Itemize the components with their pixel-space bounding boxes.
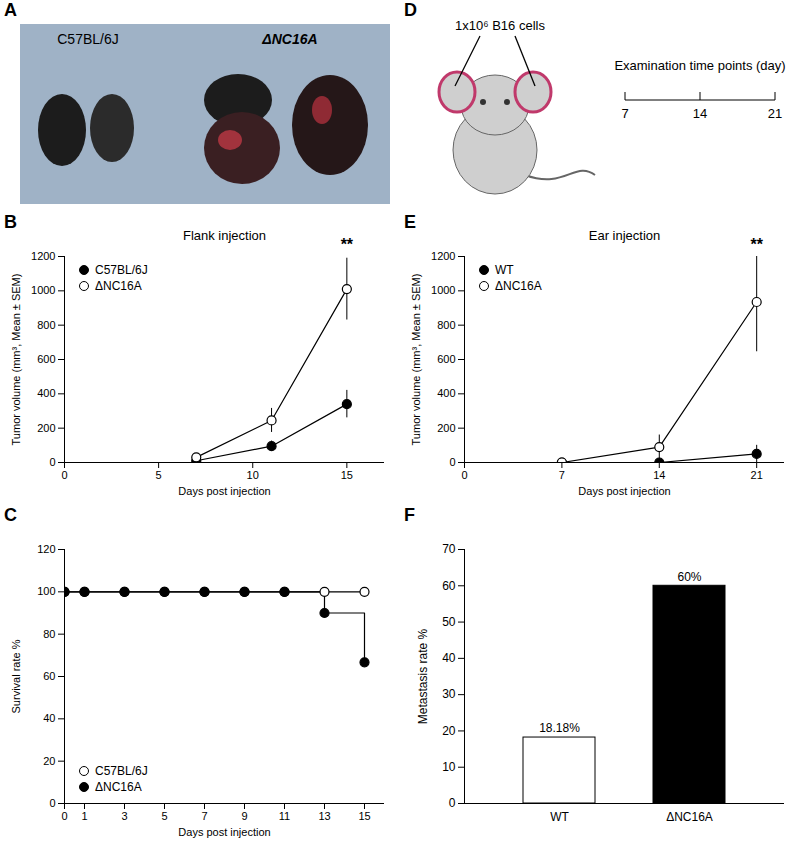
svg-text:600: 600	[437, 353, 455, 365]
svg-text:20: 20	[442, 724, 456, 738]
html-text:WT: WT	[495, 263, 514, 277]
svg-text:0: 0	[61, 469, 67, 481]
svg-text:5: 5	[161, 810, 167, 822]
svg-text:Examination time points (day): Examination time points (day)	[614, 58, 785, 73]
svg-text:Tumor volume (mm³, Mean ± SEM): Tumor volume (mm³, Mean ± SEM)	[410, 274, 422, 446]
svg-text:21: 21	[751, 469, 763, 481]
svg-text:60: 60	[442, 579, 456, 593]
svg-text:Flank injection: Flank injection	[183, 228, 266, 243]
svg-text:0: 0	[49, 797, 55, 809]
html-text:B: B	[4, 212, 17, 232]
svg-text:0: 0	[61, 810, 67, 822]
svg-text:400: 400	[37, 387, 55, 399]
svg-text:0: 0	[449, 456, 455, 468]
html-text:C: C	[4, 505, 17, 525]
svg-text:15: 15	[341, 469, 353, 481]
svg-text:30: 30	[442, 687, 456, 701]
svg-text:400: 400	[437, 387, 455, 399]
svg-text:7: 7	[621, 106, 628, 121]
html-text:C57BL/6J: C57BL/6J	[95, 764, 148, 778]
svg-text:21: 21	[768, 106, 782, 121]
svg-text:ΔNC16A: ΔNC16A	[666, 810, 713, 824]
html-text:ΔNC16A: ΔNC16A	[95, 780, 142, 794]
svg-text:**: **	[341, 236, 354, 253]
svg-text:1200: 1200	[431, 250, 455, 262]
svg-text:0: 0	[461, 469, 467, 481]
svg-text:9: 9	[241, 810, 247, 822]
svg-text:ΔNC16A: ΔNC16A	[261, 31, 317, 47]
svg-text:800: 800	[37, 319, 55, 331]
svg-text:60: 60	[43, 670, 55, 682]
svg-text:Days post injection: Days post injection	[178, 826, 270, 838]
svg-text:15: 15	[358, 810, 370, 822]
svg-text:5: 5	[156, 469, 162, 481]
svg-text:0: 0	[449, 796, 456, 810]
svg-text:1x10⁶ B16 cells: 1x10⁶ B16 cells	[455, 18, 545, 33]
svg-text:1000: 1000	[31, 284, 55, 296]
svg-text:14: 14	[653, 469, 665, 481]
svg-text:60%: 60%	[677, 570, 701, 584]
svg-text:1200: 1200	[31, 250, 55, 262]
svg-text:7: 7	[559, 469, 565, 481]
svg-text:0: 0	[49, 456, 55, 468]
html-text:ΔNC16A: ΔNC16A	[495, 279, 542, 293]
svg-text:C57BL/6J: C57BL/6J	[57, 31, 118, 47]
svg-text:200: 200	[37, 422, 55, 434]
svg-text:1: 1	[81, 810, 87, 822]
html-text:F: F	[404, 505, 415, 525]
html-text:C57BL/6J: C57BL/6J	[95, 263, 148, 277]
svg-text:Ear injection: Ear injection	[589, 228, 661, 243]
svg-text:18.18%: 18.18%	[539, 721, 580, 735]
svg-text:120: 120	[37, 543, 55, 555]
html-text:E: E	[404, 212, 416, 232]
svg-text:Tumor volume (mm³, Mean ± SEM): Tumor volume (mm³, Mean ± SEM)	[10, 274, 22, 446]
svg-text:Days post injection: Days post injection	[578, 485, 670, 497]
svg-text:100: 100	[37, 585, 55, 597]
svg-text:20: 20	[43, 755, 55, 767]
svg-text:40: 40	[442, 651, 456, 665]
svg-text:7: 7	[201, 810, 207, 822]
svg-text:Metastasis rate %: Metastasis rate %	[416, 628, 430, 724]
svg-text:40: 40	[43, 712, 55, 724]
html-text:ΔNC16A: ΔNC16A	[95, 279, 142, 293]
svg-text:13: 13	[318, 810, 330, 822]
svg-text:80: 80	[43, 628, 55, 640]
svg-text:**: **	[750, 236, 763, 253]
html-text:D: D	[404, 0, 417, 20]
svg-text:11: 11	[279, 810, 290, 822]
svg-text:Days post injection: Days post injection	[178, 485, 270, 497]
svg-text:10: 10	[442, 760, 456, 774]
svg-text:600: 600	[37, 353, 55, 365]
svg-text:70: 70	[442, 542, 456, 556]
svg-text:WT: WT	[550, 810, 569, 824]
svg-text:10: 10	[247, 469, 259, 481]
svg-text:Survival rate %: Survival rate %	[10, 639, 22, 713]
svg-text:1000: 1000	[431, 284, 455, 296]
svg-text:200: 200	[437, 422, 455, 434]
html-text:A: A	[4, 0, 17, 20]
svg-text:3: 3	[121, 810, 127, 822]
svg-text:50: 50	[442, 615, 456, 629]
svg-text:800: 800	[437, 319, 455, 331]
svg-text:14: 14	[693, 106, 707, 121]
